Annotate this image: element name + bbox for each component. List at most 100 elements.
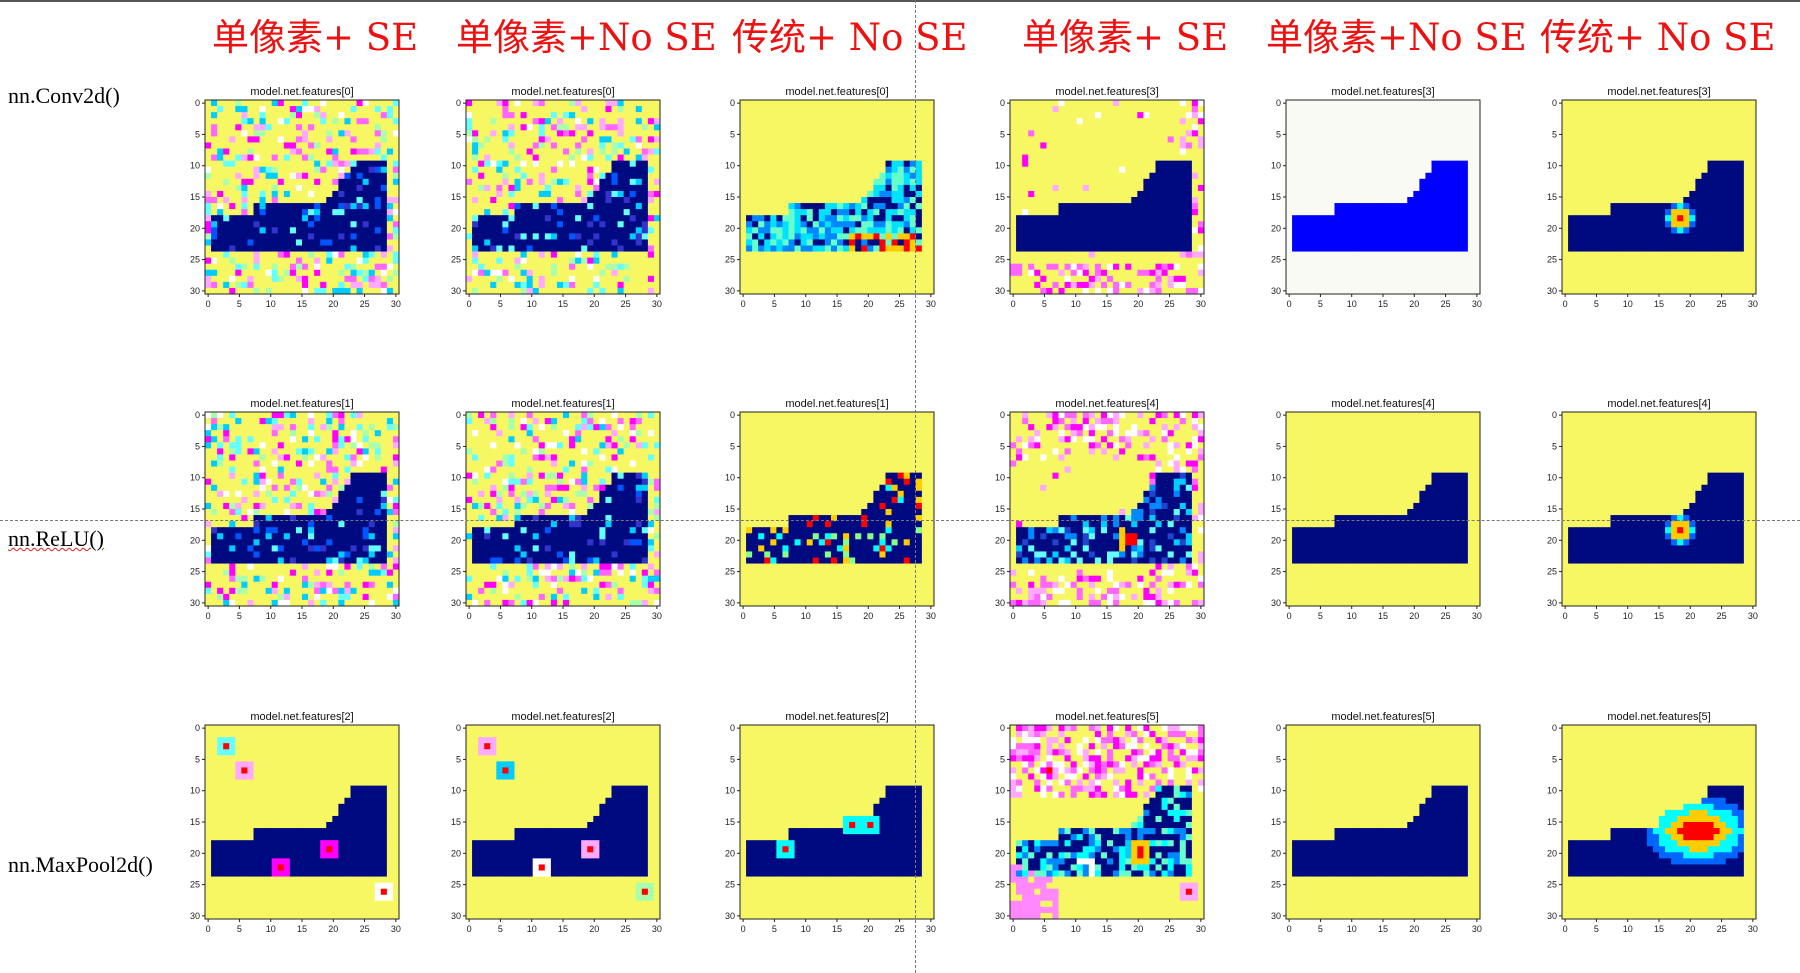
heatmap-cell	[740, 233, 746, 239]
heatmap-cell	[569, 252, 575, 258]
heatmap-cell	[624, 282, 630, 288]
heatmap-cell	[314, 239, 320, 245]
heatmap-cell	[1310, 100, 1316, 106]
heatmap-cell	[1462, 179, 1468, 185]
heatmap-cell	[837, 221, 843, 227]
heatmap-cell	[1401, 227, 1407, 233]
heatmap-cell	[502, 233, 508, 239]
heatmap-cell	[551, 191, 557, 197]
heatmap-cell	[478, 185, 484, 191]
heatmap-cell	[642, 239, 648, 245]
heatmap-cell	[1292, 203, 1298, 209]
heatmap-cell	[904, 203, 910, 209]
heatmap-cell	[1089, 179, 1095, 185]
heatmap-cell	[1119, 276, 1125, 282]
heatmap-cell	[369, 215, 375, 221]
heatmap-cell	[1125, 197, 1131, 203]
heatmap-cell	[223, 173, 229, 179]
heatmap-cell	[1456, 209, 1462, 215]
heatmap-cell	[1077, 173, 1083, 179]
heatmap-cell	[508, 264, 514, 270]
heatmap-cell	[326, 252, 332, 258]
heatmap-cell	[1462, 124, 1468, 130]
heatmap-cell	[563, 252, 569, 258]
heatmap-cell	[205, 239, 211, 245]
heatmap-cell	[758, 179, 764, 185]
heatmap-cell	[1046, 106, 1052, 112]
heatmap-cell	[1077, 197, 1083, 203]
heatmap-cell	[247, 203, 253, 209]
heatmap-cell	[1192, 258, 1198, 264]
heatmap-cell	[843, 209, 849, 215]
heatmap-cell	[795, 252, 801, 258]
heatmap-cell	[1083, 100, 1089, 106]
heatmap-cell	[789, 203, 795, 209]
heatmap-cell	[254, 185, 260, 191]
heatmap-cell	[393, 227, 399, 233]
heatmap-cell	[928, 258, 934, 264]
heatmap-cell	[1156, 155, 1162, 161]
heatmap-cell	[1444, 173, 1450, 179]
heatmap-cell	[593, 191, 599, 197]
heatmap-cell	[490, 142, 496, 148]
heatmap-cell	[795, 167, 801, 173]
heatmap-cell	[484, 246, 490, 252]
heatmap-cell	[1468, 142, 1474, 148]
heatmap-cell	[1383, 130, 1389, 136]
heatmap-cell	[873, 124, 879, 130]
heatmap-cell	[879, 252, 885, 258]
heatmap-cell	[1192, 276, 1198, 282]
heatmap-cell	[1101, 130, 1107, 136]
heatmap-cell	[247, 270, 253, 276]
heatmap-cell	[618, 215, 624, 221]
heatmap-cell	[1383, 221, 1389, 227]
heatmap-cell	[1413, 167, 1419, 173]
heatmap-cell	[1365, 155, 1371, 161]
heatmap-cell	[642, 197, 648, 203]
heatmap-cell	[612, 282, 618, 288]
heatmap-cell	[527, 239, 533, 245]
heatmap-cell	[551, 173, 557, 179]
heatmap-cell	[654, 282, 660, 288]
heatmap-cell	[892, 252, 898, 258]
heatmap-cell	[357, 173, 363, 179]
heatmap-cell	[266, 167, 272, 173]
heatmap-cell	[782, 282, 788, 288]
heatmap-cell	[1286, 173, 1292, 179]
heatmap-cell	[581, 118, 587, 124]
heatmap-cell	[302, 288, 308, 294]
heatmap-cell	[1401, 167, 1407, 173]
heatmap-cell	[1444, 142, 1450, 148]
heatmap-cell	[898, 142, 904, 148]
heatmap-cell	[831, 173, 837, 179]
heatmap-cell	[290, 100, 296, 106]
heatmap-cell	[1304, 239, 1310, 245]
heatmap-cell	[266, 239, 272, 245]
heatmap-cell	[1065, 161, 1071, 167]
heatmap-cell	[539, 252, 545, 258]
heatmap-cell	[636, 185, 642, 191]
heatmap-cell	[569, 106, 575, 112]
heatmap-cell	[1022, 288, 1028, 294]
heatmap-cell	[332, 276, 338, 282]
heatmap-cell	[1095, 282, 1101, 288]
heatmap-cell	[1077, 161, 1083, 167]
heatmap-cell	[223, 167, 229, 173]
heatmap-cell	[369, 252, 375, 258]
heatmap-cell	[758, 197, 764, 203]
heatmap-cell	[557, 258, 563, 264]
heatmap-cell	[393, 118, 399, 124]
heatmap-cell	[229, 161, 235, 167]
heatmap-cell	[1113, 118, 1119, 124]
heatmap-cell	[1383, 191, 1389, 197]
heatmap-cell	[478, 155, 484, 161]
heatmap-cell	[1065, 118, 1071, 124]
heatmap-cell	[1065, 197, 1071, 203]
heatmap-cell	[1474, 233, 1480, 239]
heatmap-cell	[527, 215, 533, 221]
heatmap-cell	[533, 155, 539, 161]
heatmap-cell	[381, 282, 387, 288]
heatmap-cell	[229, 246, 235, 252]
heatmap-cell	[260, 258, 266, 264]
heatmap-cell	[1174, 203, 1180, 209]
